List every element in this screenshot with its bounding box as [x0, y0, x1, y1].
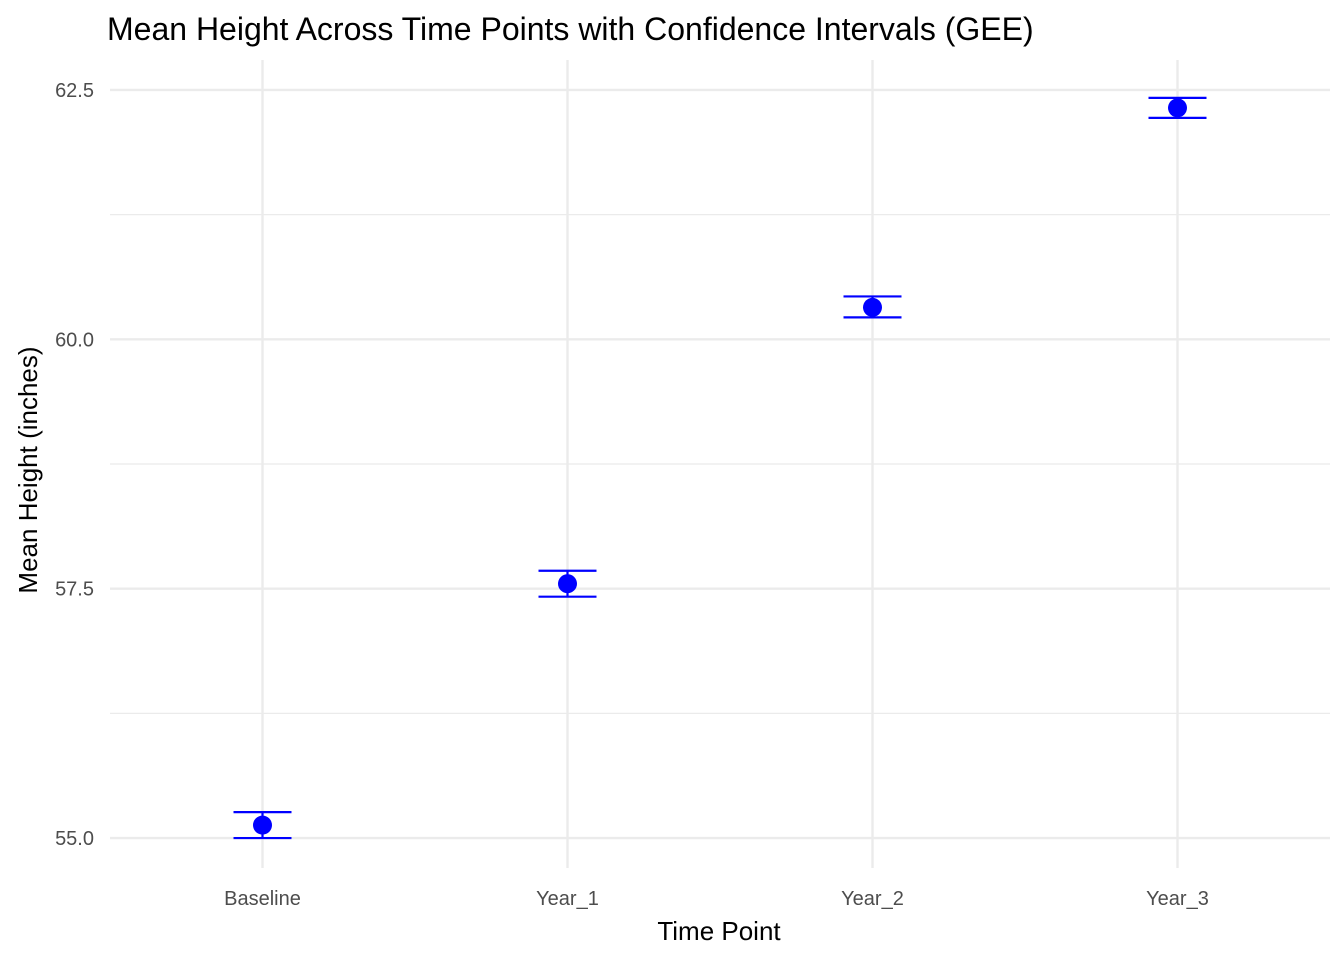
- y-tick-label: 60.0: [55, 329, 94, 351]
- y-tick-label: 57.5: [55, 579, 94, 601]
- data-point: [558, 574, 577, 594]
- tick-labels: 55.0 57.5 60.0 62.5 Baseline Year_1 Year_2 Year…: [55, 80, 1209, 910]
- data-point: [253, 815, 272, 835]
- x-tick-label: Baseline: [224, 888, 301, 910]
- data-marks: [233, 96, 1207, 840]
- x-tick-label: Year_3: [1146, 888, 1209, 910]
- data-point: [1168, 98, 1187, 118]
- data-point: [863, 297, 882, 317]
- y-tick-label: 62.5: [55, 80, 94, 102]
- chart-title: Mean Height Across Time Points with Conf…: [107, 11, 1034, 47]
- y-axis-title: Mean Height (inches): [13, 346, 43, 593]
- x-axis-title: Time Point: [657, 916, 781, 946]
- x-tick-label: Year_2: [841, 888, 904, 910]
- y-tick-label: 55.0: [55, 828, 94, 850]
- grid: [110, 60, 1330, 868]
- x-tick-label: Year_1: [536, 888, 599, 910]
